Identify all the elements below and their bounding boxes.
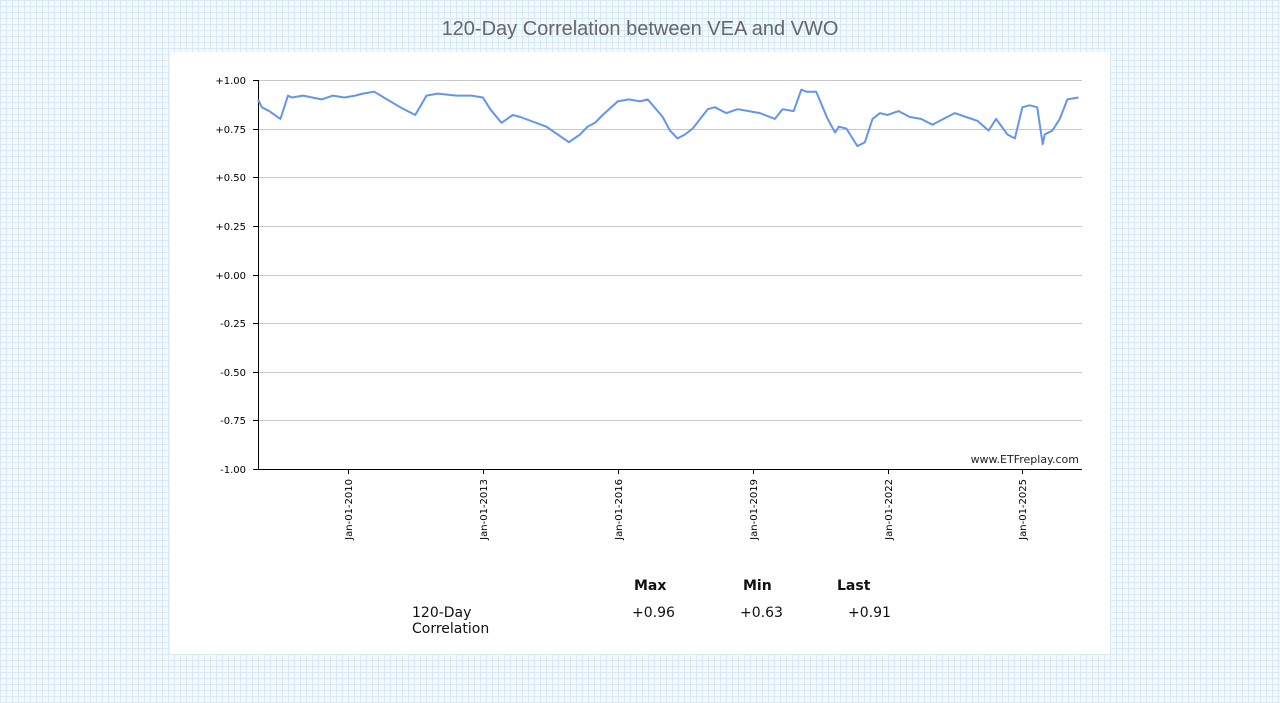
y-axis: +1.00 +0.75 +0.50 +0.25 +0.00 -0.25 -0.50 -0.75… (215, 76, 259, 476)
stats-value-max: +0.96 (632, 605, 675, 621)
y-tick-label: -1.00 (220, 465, 246, 476)
y-tick-label: +0.25 (215, 222, 246, 233)
y-tick-label: -0.75 (220, 416, 246, 427)
y-tick-label: -0.25 (220, 319, 246, 330)
stats-row-label: 120-Day Correlation (412, 605, 490, 637)
stats-header-max: Max (634, 578, 667, 594)
x-tick-label: Jan-01-2013 (479, 479, 490, 541)
stats-value-last: +0.91 (848, 605, 891, 621)
stats-header-min: Min (743, 578, 772, 594)
series-line-correlation (257, 88, 1079, 148)
x-tick-label: Jan-01-2010 (344, 479, 355, 541)
chart-panel: +1.00 +0.75 +0.50 +0.25 +0.00 -0.25 -0.50 -0.75… (170, 52, 1110, 654)
y-tick-label: -0.50 (220, 368, 246, 379)
watermark: www.ETFreplay.com (971, 453, 1079, 466)
y-tick-label: +1.00 (215, 76, 246, 87)
x-tick-label: Jan-01-2022 (884, 479, 895, 541)
correlation-chart: +1.00 +0.75 +0.50 +0.25 +0.00 -0.25 -0.50 -0.75… (215, 76, 1082, 541)
x-tick-label: Jan-01-2019 (749, 479, 760, 541)
x-axis: Jan-01-2010 Jan-01-2013 Jan-01-2016 Jan-01-… (258, 469, 1082, 541)
stats-value-min: +0.63 (740, 605, 783, 621)
y-tick-label: +0.75 (215, 125, 246, 136)
x-tick-label: Jan-01-2016 (614, 479, 625, 541)
y-tick-label: +0.50 (215, 173, 246, 184)
grid-lines (258, 80, 1082, 470)
chart-title: 120-Day Correlation between VEA and VWO (441, 18, 839, 40)
stats-header-last: Last (837, 578, 871, 594)
y-tick-label: +0.00 (215, 271, 246, 282)
x-tick-label: Jan-01-2025 (1018, 479, 1029, 541)
